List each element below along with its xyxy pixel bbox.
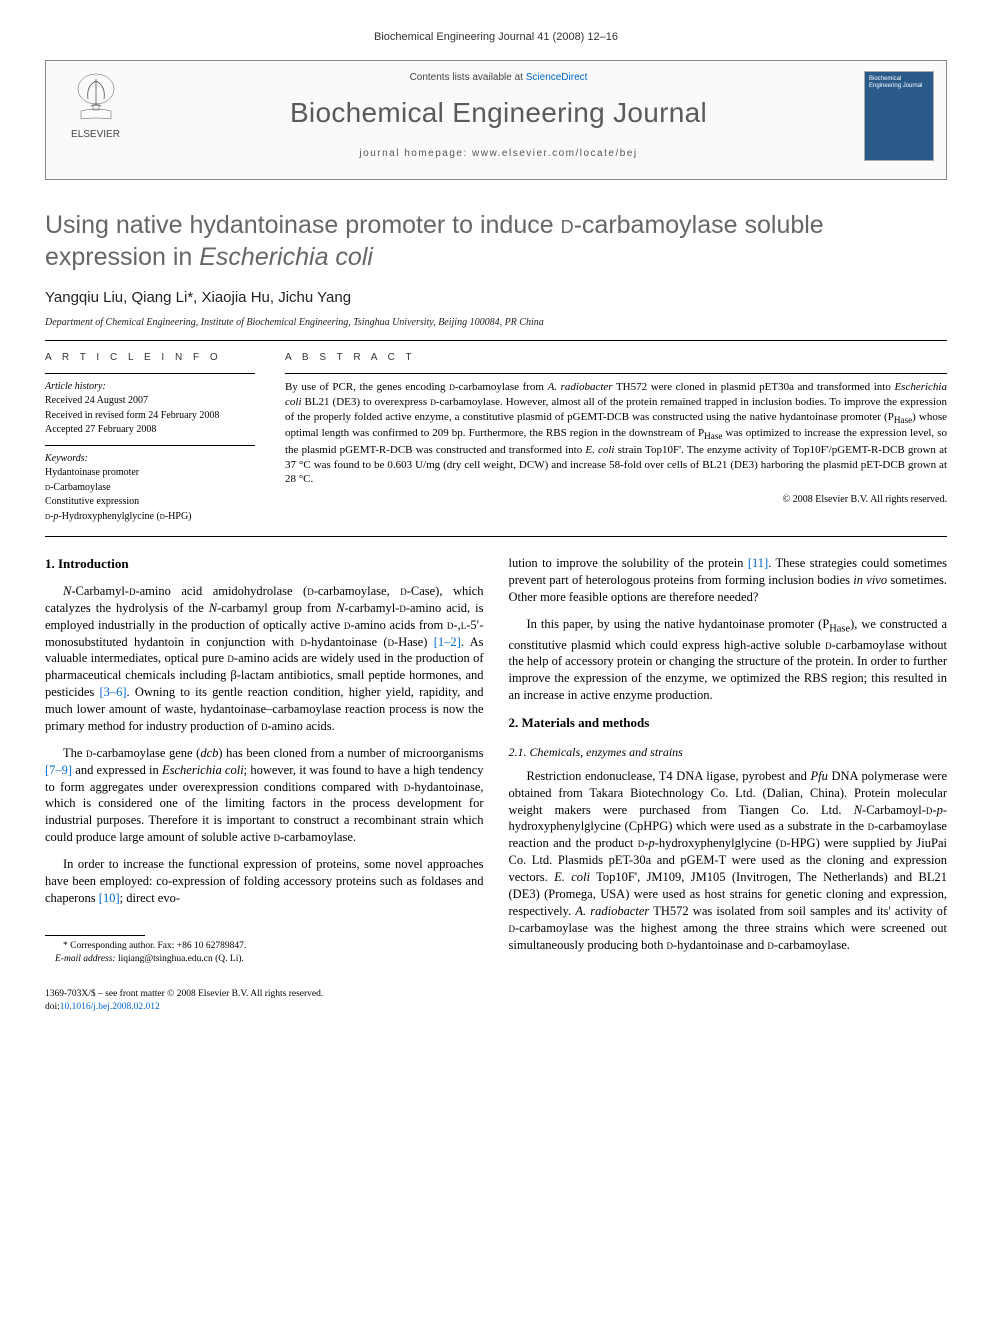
ref-link-1-2[interactable]: [1–2] bbox=[434, 635, 461, 649]
methods-subheading-2-1: 2.1. Chemicals, enzymes and strains bbox=[509, 744, 948, 760]
thin-rule bbox=[285, 373, 947, 374]
history-label: Article history: bbox=[45, 380, 255, 394]
article-info-left: A R T I C L E I N F O Article history: R… bbox=[45, 351, 255, 525]
ref-link-3-6[interactable]: [3–6] bbox=[99, 685, 126, 699]
ref-link-7-9[interactable]: [7–9] bbox=[45, 763, 72, 777]
thin-rule bbox=[45, 445, 255, 446]
keywords-label: Keywords: bbox=[45, 452, 255, 466]
journal-cover-thumbnail: Biochemical Engineering Journal bbox=[864, 71, 934, 161]
methods-paragraph-1: Restriction endonuclease, T4 DNA ligase,… bbox=[509, 768, 948, 954]
title-italic-1: Escherichia coli bbox=[199, 243, 373, 271]
left-column: 1. Introduction N-Carbamyl-d-amino acid … bbox=[45, 555, 484, 966]
thin-rule bbox=[45, 373, 255, 374]
title-text-1: Using native hydantoinase promoter to in… bbox=[45, 211, 561, 239]
homepage-url[interactable]: www.elsevier.com/locate/bej bbox=[472, 148, 638, 159]
page-footer: 1369-703X/$ – see front matter © 2008 El… bbox=[45, 988, 947, 1013]
intro-paragraph-2: The d-carbamoylase gene (dcb) has been c… bbox=[45, 745, 484, 846]
received-date: Received 24 August 2007 bbox=[45, 394, 255, 408]
running-header: Biochemical Engineering Journal 41 (2008… bbox=[45, 30, 947, 45]
keyword-1: Hydantoinase promoter bbox=[45, 466, 255, 480]
journal-homepage-line: journal homepage: www.elsevier.com/locat… bbox=[143, 147, 854, 161]
article-info-row: A R T I C L E I N F O Article history: R… bbox=[45, 351, 947, 525]
journal-title: Biochemical Engineering Journal bbox=[143, 93, 854, 132]
methods-heading: 2. Materials and methods bbox=[509, 714, 948, 732]
contents-available-line: Contents lists available at ScienceDirec… bbox=[143, 71, 854, 85]
title-smallcap-1: d bbox=[561, 211, 574, 239]
introduction-heading: 1. Introduction bbox=[45, 555, 484, 573]
article-info-header: A R T I C L E I N F O bbox=[45, 351, 255, 365]
doi-line: doi:10.1016/j.bej.2008.02.012 bbox=[45, 1001, 947, 1013]
footnotes-block: * Corresponding author. Fax: +86 10 6278… bbox=[45, 940, 484, 966]
masthead-box: ELSEVIER Contents lists available at Sci… bbox=[45, 60, 947, 180]
corresponding-author-footnote: * Corresponding author. Fax: +86 10 6278… bbox=[45, 940, 484, 952]
accepted-date: Accepted 27 February 2008 bbox=[45, 423, 255, 437]
intro-paragraph-4: In this paper, by using the native hydan… bbox=[509, 616, 948, 704]
footnote-separator bbox=[45, 935, 145, 936]
divider-rule bbox=[45, 340, 947, 341]
body-columns: 1. Introduction N-Carbamyl-d-amino acid … bbox=[45, 555, 947, 966]
intro-paragraph-3: In order to increase the functional expr… bbox=[45, 856, 484, 907]
sciencedirect-link[interactable]: ScienceDirect bbox=[526, 72, 588, 83]
article-title: Using native hydantoinase promoter to in… bbox=[45, 210, 947, 273]
ref-link-11[interactable]: [11] bbox=[748, 556, 768, 570]
contents-prefix: Contents lists available at bbox=[410, 72, 526, 83]
ref-link-10[interactable]: [10] bbox=[99, 891, 120, 905]
abstract-copyright: © 2008 Elsevier B.V. All rights reserved… bbox=[285, 493, 947, 507]
email-value[interactable]: liqiang@tsinghua.edu.cn (Q. Li). bbox=[116, 954, 244, 964]
intro-paragraph-1: N-Carbamyl-d-amino acid amidohydrolase (… bbox=[45, 583, 484, 735]
elsevier-text: ELSEVIER bbox=[71, 128, 120, 142]
email-label: E-mail address: bbox=[55, 954, 116, 964]
authors-line: Yangqiu Liu, Qiang Li*, Xiaojia Hu, Jich… bbox=[45, 287, 947, 308]
keyword-4: d-p-Hydroxyphenylglycine (d-HPG) bbox=[45, 510, 255, 524]
intro-paragraph-3-cont: lution to improve the solubility of the … bbox=[509, 555, 948, 606]
keyword-2: d-Carbamoylase bbox=[45, 481, 255, 495]
abstract-header: A B S T R A C T bbox=[285, 351, 947, 365]
abstract-block: A B S T R A C T By use of PCR, the genes… bbox=[285, 351, 947, 525]
email-footnote: E-mail address: liqiang@tsinghua.edu.cn … bbox=[45, 953, 484, 965]
elsevier-tree-icon bbox=[66, 71, 126, 126]
elsevier-logo: ELSEVIER bbox=[58, 71, 133, 142]
keyword-3: Constitutive expression bbox=[45, 495, 255, 509]
copyright-front-matter: 1369-703X/$ – see front matter © 2008 El… bbox=[45, 988, 947, 1000]
doi-link[interactable]: 10.1016/j.bej.2008.02.012 bbox=[60, 1002, 160, 1012]
homepage-prefix: journal homepage: bbox=[359, 148, 472, 159]
doi-prefix: doi: bbox=[45, 1002, 60, 1012]
revised-date: Received in revised form 24 February 200… bbox=[45, 409, 255, 423]
abstract-text: By use of PCR, the genes encoding d-carb… bbox=[285, 380, 947, 487]
divider-rule-2 bbox=[45, 536, 947, 537]
affiliation-line: Department of Chemical Engineering, Inst… bbox=[45, 316, 947, 330]
right-column: lution to improve the solubility of the … bbox=[509, 555, 948, 966]
